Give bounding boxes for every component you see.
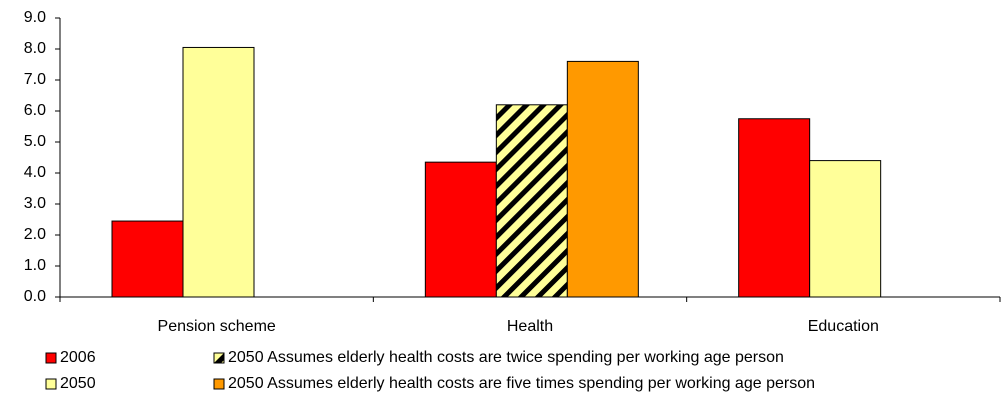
legend-swatch xyxy=(45,352,57,364)
x-tick-label: Health xyxy=(507,318,553,335)
y-tick-label: 6.0 xyxy=(24,102,46,119)
bar xyxy=(182,46,255,298)
legend-swatch xyxy=(213,378,225,390)
y-tick-label: 7.0 xyxy=(24,71,46,88)
y-tick-label: 8.0 xyxy=(24,40,46,57)
bar xyxy=(495,104,568,298)
legend-label: 2050 Assumes elderly health costs are tw… xyxy=(228,349,784,366)
x-tick-label: Education xyxy=(808,318,879,335)
bar xyxy=(424,161,497,298)
y-tick-label: 5.0 xyxy=(24,133,46,150)
bar xyxy=(111,220,184,298)
legend-label: 2050 xyxy=(60,375,96,392)
legend-label: 2006 xyxy=(60,349,96,366)
y-tick-label: 1.0 xyxy=(24,257,46,274)
y-tick-label: 0.0 xyxy=(24,288,46,305)
y-tick-label: 3.0 xyxy=(24,195,46,212)
y-tick-label: 2.0 xyxy=(24,226,46,243)
y-tick-label: 9.0 xyxy=(24,9,46,26)
legend-label: 2050 Assumes elderly health costs are fi… xyxy=(228,375,815,392)
bar xyxy=(809,160,882,298)
x-tick-label: Pension scheme xyxy=(158,318,276,335)
bar xyxy=(566,60,639,298)
legend-swatch xyxy=(45,378,57,390)
legend-swatch xyxy=(213,352,225,364)
y-tick-label: 4.0 xyxy=(24,164,46,181)
bar xyxy=(738,118,811,298)
